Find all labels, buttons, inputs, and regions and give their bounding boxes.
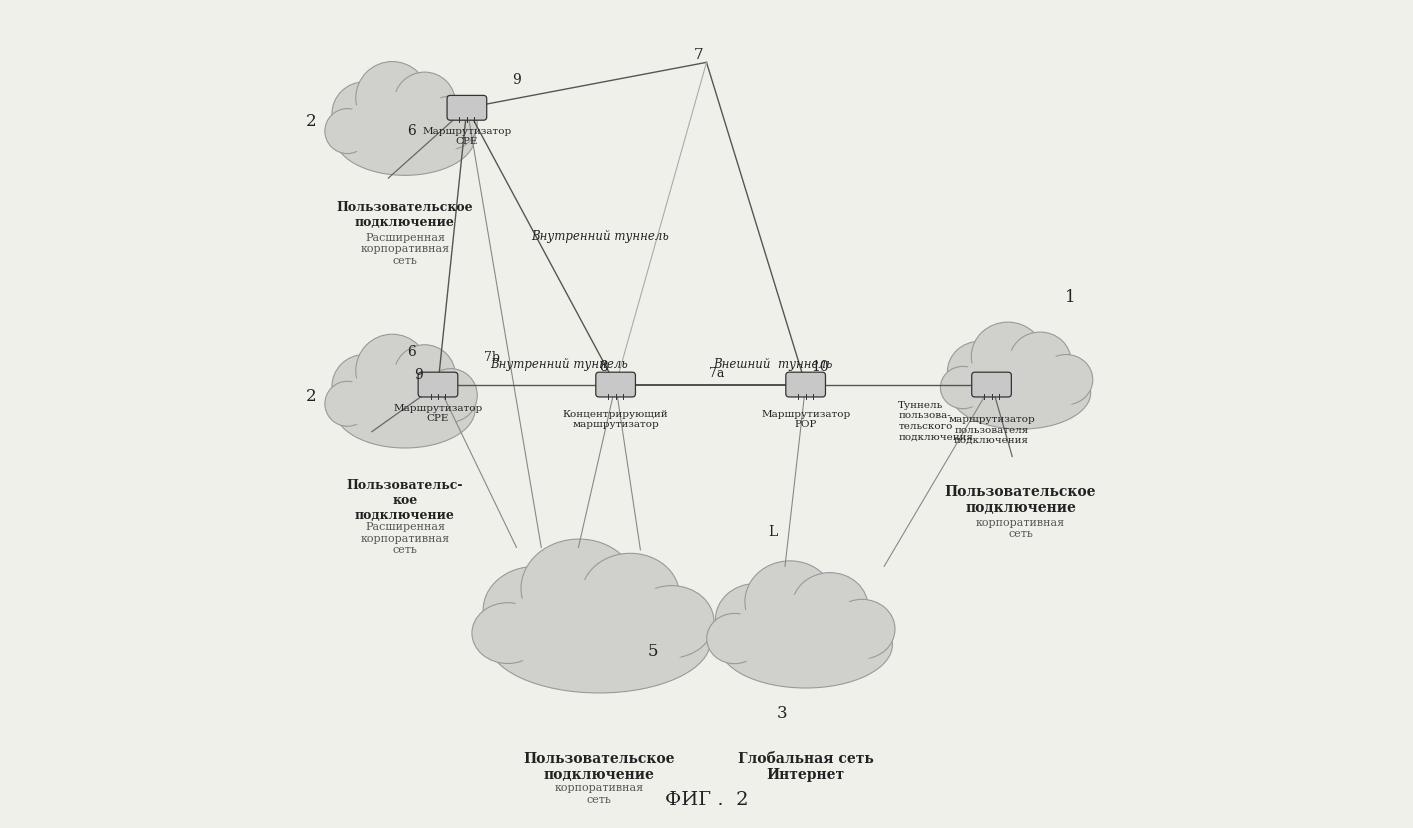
- Text: 7: 7: [694, 48, 704, 62]
- FancyBboxPatch shape: [972, 373, 1012, 397]
- Text: маршрутизатор
пользователя
подключения: маршрутизатор пользователя подключения: [948, 415, 1034, 445]
- FancyBboxPatch shape: [418, 373, 458, 397]
- Text: Глобальная сеть
Интернет: Глобальная сеть Интернет: [738, 751, 873, 781]
- Ellipse shape: [971, 323, 1044, 392]
- Text: Концентрирующий
маршрутизатор: Концентрирующий маршрутизатор: [562, 409, 668, 428]
- Ellipse shape: [424, 369, 478, 422]
- Ellipse shape: [729, 595, 882, 676]
- Ellipse shape: [332, 355, 397, 420]
- Text: 3: 3: [777, 705, 788, 721]
- Ellipse shape: [581, 554, 680, 637]
- Ellipse shape: [472, 603, 544, 664]
- Ellipse shape: [719, 602, 893, 688]
- Ellipse shape: [335, 371, 475, 449]
- Text: 8: 8: [599, 359, 608, 373]
- Ellipse shape: [325, 382, 370, 426]
- Ellipse shape: [394, 73, 455, 135]
- Text: 10: 10: [811, 359, 829, 373]
- Text: Расширенная
корпоративная
сеть: Расширенная корпоративная сеть: [360, 522, 449, 555]
- Ellipse shape: [325, 109, 370, 154]
- Ellipse shape: [745, 561, 835, 643]
- Text: L: L: [769, 524, 777, 538]
- FancyBboxPatch shape: [447, 96, 486, 121]
- Text: корпоративная
сеть: корпоративная сеть: [554, 782, 644, 804]
- Text: 7a: 7a: [709, 366, 723, 379]
- Ellipse shape: [356, 335, 428, 407]
- Text: 5: 5: [647, 643, 658, 659]
- Ellipse shape: [343, 364, 466, 438]
- Text: 7b: 7b: [483, 350, 500, 363]
- Ellipse shape: [424, 97, 478, 150]
- Text: Маршрутизатор
СРЕ: Маршрутизатор СРЕ: [422, 127, 512, 147]
- Text: 2: 2: [307, 113, 317, 129]
- Ellipse shape: [356, 62, 428, 136]
- FancyBboxPatch shape: [786, 373, 825, 397]
- Ellipse shape: [941, 367, 985, 409]
- Ellipse shape: [629, 586, 714, 658]
- Text: корпоративная
сеть: корпоративная сеть: [976, 518, 1065, 539]
- Text: ФИГ .  2: ФИГ . 2: [664, 791, 749, 808]
- Ellipse shape: [343, 92, 466, 166]
- Text: Внутренний туннель: Внутренний туннель: [531, 230, 670, 243]
- Ellipse shape: [483, 567, 586, 654]
- Text: Пользовательское
подключение: Пользовательское подключение: [945, 484, 1096, 514]
- Text: Расширенная
корпоративная
сеть: Расширенная корпоративная сеть: [360, 233, 449, 266]
- Text: 9: 9: [414, 368, 424, 382]
- Text: Пользовательское
подключение: Пользовательское подключение: [523, 751, 675, 781]
- Text: Маршрутизатор
РОР: Маршрутизатор РОР: [762, 409, 851, 428]
- Ellipse shape: [1009, 333, 1071, 391]
- Text: 9: 9: [512, 73, 521, 87]
- Ellipse shape: [948, 342, 1012, 402]
- Ellipse shape: [791, 573, 868, 642]
- Ellipse shape: [950, 357, 1091, 430]
- Ellipse shape: [1040, 355, 1092, 405]
- Ellipse shape: [332, 83, 397, 147]
- Ellipse shape: [706, 614, 762, 664]
- Ellipse shape: [502, 580, 697, 679]
- Ellipse shape: [487, 589, 711, 693]
- Text: 1: 1: [1065, 288, 1075, 306]
- Text: Туннель
пользова-
тельского
подключения: Туннель пользова- тельского подключения: [899, 401, 974, 440]
- Text: Внутренний туннель: Внутренний туннель: [490, 358, 627, 371]
- Ellipse shape: [521, 539, 637, 638]
- Text: Пользовательс-
кое
подключение: Пользовательс- кое подключение: [346, 479, 463, 522]
- Text: Пользовательское
подключение: Пользовательское подключение: [336, 201, 473, 229]
- Text: Маршрутизатор
СРЕ: Маршрутизатор СРЕ: [393, 403, 483, 422]
- Ellipse shape: [394, 345, 455, 407]
- FancyBboxPatch shape: [596, 373, 636, 397]
- Ellipse shape: [829, 599, 894, 659]
- Text: 6: 6: [407, 344, 415, 359]
- Text: Внешний  туннель: Внешний туннель: [714, 358, 832, 371]
- Ellipse shape: [335, 99, 475, 176]
- Ellipse shape: [959, 351, 1082, 420]
- Ellipse shape: [715, 584, 796, 656]
- Text: 2: 2: [307, 388, 317, 404]
- Text: 6: 6: [407, 124, 415, 138]
